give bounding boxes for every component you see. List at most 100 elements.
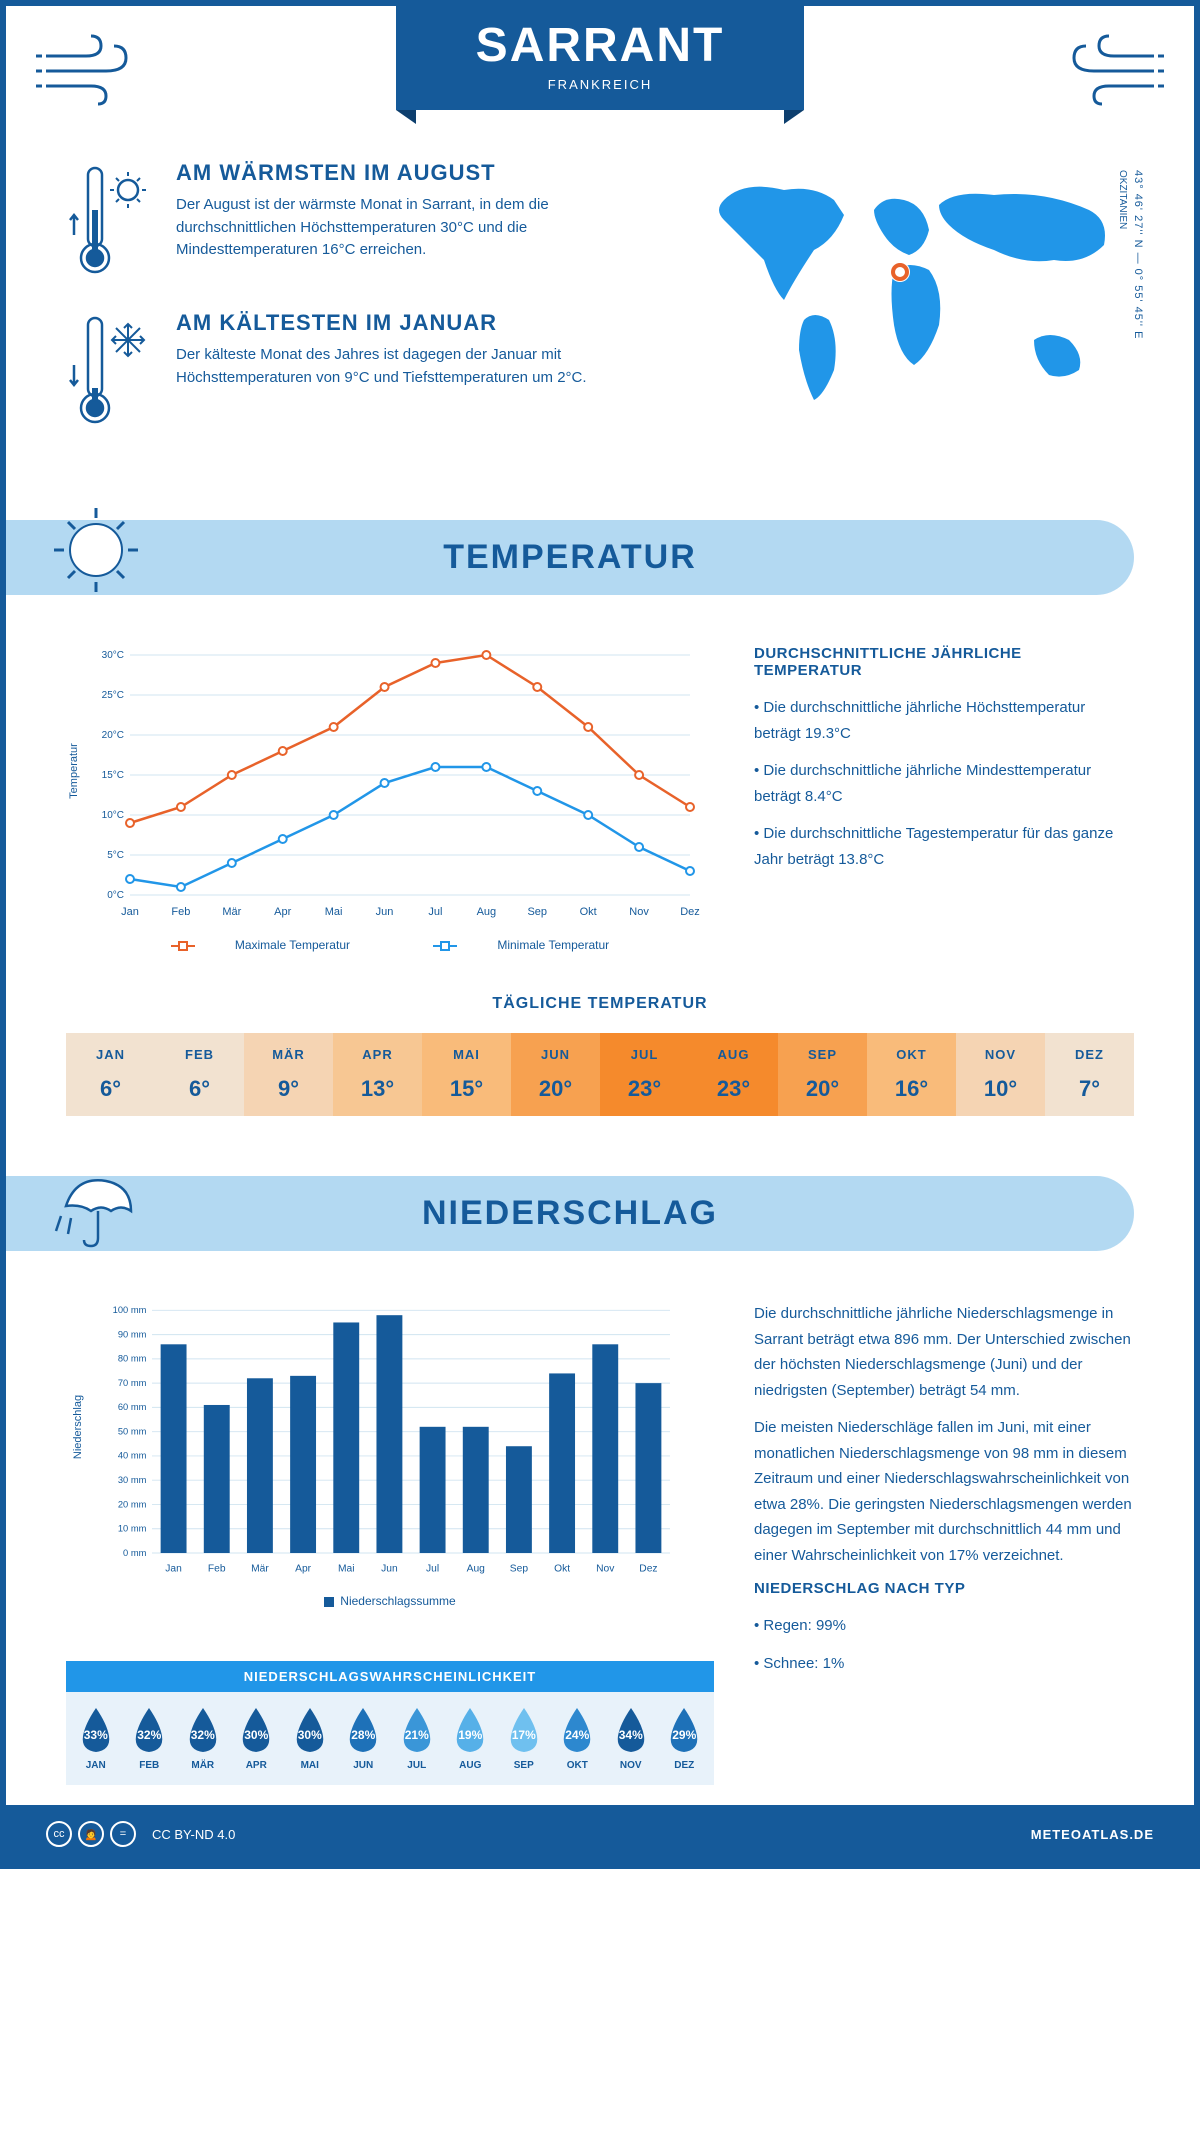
prob-cell: 33%JAN [70,1706,122,1771]
page-title: SARRANT [476,18,725,73]
svg-text:10°C: 10°C [102,810,124,821]
legend-min: Minimale Temperatur [497,938,609,952]
svg-text:Sep: Sep [527,906,547,918]
temp-cell: DEZ7° [1045,1033,1134,1116]
daily-temp-grid: JAN6°FEB6°MÄR9°APR13°MAI15°JUN20°JUL23°A… [66,1033,1134,1116]
svg-text:Apr: Apr [274,906,291,918]
world-map-icon [694,160,1134,420]
svg-text:0 mm: 0 mm [123,1548,147,1558]
license-text: CC BY-ND 4.0 [152,1827,235,1842]
precip-ylabel: Niederschlag [72,1395,84,1459]
svg-text:Jun: Jun [376,906,394,918]
temp-info: DURCHSCHNITTLICHE JÄHRLICHE TEMPERATUR •… [754,645,1134,965]
temp-cell: OKT16° [867,1033,956,1116]
temp-ylabel: Temperatur [68,743,80,799]
svg-text:Mai: Mai [338,1564,355,1575]
license-block: cc 🙍 = CC BY-ND 4.0 [46,1821,235,1847]
header: SARRANT FRANKREICH [6,6,1194,140]
svg-text:Nov: Nov [629,906,649,918]
umbrella-icon [46,1156,146,1256]
prob-cell: 32%MÄR [177,1706,229,1771]
svg-text:Mär: Mär [222,906,241,918]
temp-cell: JUL23° [600,1033,689,1116]
prob-cell: 30%MAI [284,1706,336,1771]
svg-text:20°C: 20°C [102,730,124,741]
svg-text:Dez: Dez [639,1564,657,1575]
cc-icon: cc [46,1821,72,1847]
prob-cell: 19%AUG [445,1706,497,1771]
temp-cell: MÄR9° [244,1033,333,1116]
svg-text:Feb: Feb [171,906,190,918]
prob-box: NIEDERSCHLAGSWAHRSCHEINLICHKEIT 33%JAN32… [66,1661,714,1785]
precip-chart-row: Niederschlag 0 mm10 mm20 mm30 mm40 mm50 … [6,1281,1194,1805]
precip-chart-box: Niederschlag 0 mm10 mm20 mm30 mm40 mm50 … [66,1301,714,1785]
temp-section-header: TEMPERATUR [6,520,1134,595]
prob-cell: 28%JUN [338,1706,390,1771]
prob-title: NIEDERSCHLAGSWAHRSCHEINLICHKEIT [66,1661,714,1692]
intro-left: AM WÄRMSTEN IM AUGUST Der August ist der… [66,160,654,460]
svg-text:30°C: 30°C [102,650,124,661]
svg-text:10 mm: 10 mm [118,1524,147,1534]
coldest-block: AM KÄLTESTEN IM JANUAR Der kälteste Mona… [66,310,654,430]
map-block: OKZITANIEN 43° 46' 27'' N — 0° 55' 45'' … [694,160,1134,460]
svg-text:Jul: Jul [426,1564,439,1575]
daily-temp-title: TÄGLICHE TEMPERATUR [66,995,1134,1013]
warmest-desc: Der August ist der wärmste Monat in Sarr… [176,194,654,262]
temp-cell: MAI15° [422,1033,511,1116]
wind-icon [36,26,156,106]
svg-text:Feb: Feb [208,1564,226,1575]
svg-text:Mai: Mai [325,906,343,918]
svg-text:20 mm: 20 mm [118,1499,147,1509]
prob-grid: 33%JAN32%FEB32%MÄR30%APR30%MAI28%JUN21%J… [66,1692,714,1785]
sun-icon [46,500,146,600]
temp-section-title: TEMPERATUR [6,538,1134,577]
temp-info-p3: • Die durchschnittliche Tagestemperatur … [754,821,1134,872]
temp-cell: JAN6° [66,1033,155,1116]
svg-text:30 mm: 30 mm [118,1475,147,1485]
site-name: METEOATLAS.DE [1031,1827,1154,1842]
prob-cell: 34%NOV [605,1706,657,1771]
temp-chart-row: Temperatur 0°C5°C10°C15°C20°C25°C30°CJan… [6,625,1194,985]
svg-text:80 mm: 80 mm [118,1354,147,1364]
thermometer-cold-icon [66,310,156,430]
temp-cell: APR13° [333,1033,422,1116]
temp-cell: SEP20° [778,1033,867,1116]
svg-text:40 mm: 40 mm [118,1451,147,1461]
prob-cell: 21%JUL [391,1706,443,1771]
svg-text:Aug: Aug [467,1564,486,1575]
svg-text:70 mm: 70 mm [118,1378,147,1388]
svg-text:Jan: Jan [121,906,139,918]
page: SARRANT FRANKREICH AM WÄRMSTEN IM AUGUST… [0,0,1200,1869]
precip-legend: Niederschlagssumme [66,1594,714,1608]
temp-chart: Temperatur 0°C5°C10°C15°C20°C25°C30°CJan… [66,645,714,965]
prob-cell: 32%FEB [124,1706,176,1771]
precip-t1: • Regen: 99% [754,1613,1134,1639]
precip-section-header: NIEDERSCHLAG [6,1176,1134,1251]
temp-cell: FEB6° [155,1033,244,1116]
temp-line-chart: 0°C5°C10°C15°C20°C25°C30°CJanFebMärAprMa… [66,645,714,925]
footer: cc 🙍 = CC BY-ND 4.0 METEOATLAS.DE [6,1805,1194,1863]
precip-info: Die durchschnittliche jährliche Niedersc… [754,1301,1134,1785]
daily-temp: TÄGLICHE TEMPERATUR JAN6°FEB6°MÄR9°APR13… [6,985,1194,1156]
svg-text:Jul: Jul [428,906,442,918]
svg-text:15°C: 15°C [102,770,124,781]
temp-legend: Maximale Temperatur Minimale Temperatur [66,938,714,952]
temp-cell: JUN20° [511,1033,600,1116]
prob-cell: 30%APR [231,1706,283,1771]
warmest-title: AM WÄRMSTEN IM AUGUST [176,160,654,186]
svg-text:Jan: Jan [165,1564,182,1575]
temp-info-p2: • Die durchschnittliche jährliche Mindes… [754,758,1134,809]
svg-text:Mär: Mär [251,1564,269,1575]
precip-p2: Die meisten Niederschläge fallen im Juni… [754,1415,1134,1568]
svg-text:0°C: 0°C [107,890,124,901]
header-banner: SARRANT FRANKREICH [396,6,805,110]
coldest-title: AM KÄLTESTEN IM JANUAR [176,310,654,336]
svg-text:90 mm: 90 mm [118,1329,147,1339]
coords-label: 43° 46' 27'' N — 0° 55' 45'' E [1132,170,1144,339]
svg-text:5°C: 5°C [107,850,124,861]
precip-p1: Die durchschnittliche jährliche Niedersc… [754,1301,1134,1403]
svg-text:Okt: Okt [554,1564,570,1575]
warmest-block: AM WÄRMSTEN IM AUGUST Der August ist der… [66,160,654,280]
prob-cell: 17%SEP [498,1706,550,1771]
prob-cell: 29%DEZ [659,1706,711,1771]
